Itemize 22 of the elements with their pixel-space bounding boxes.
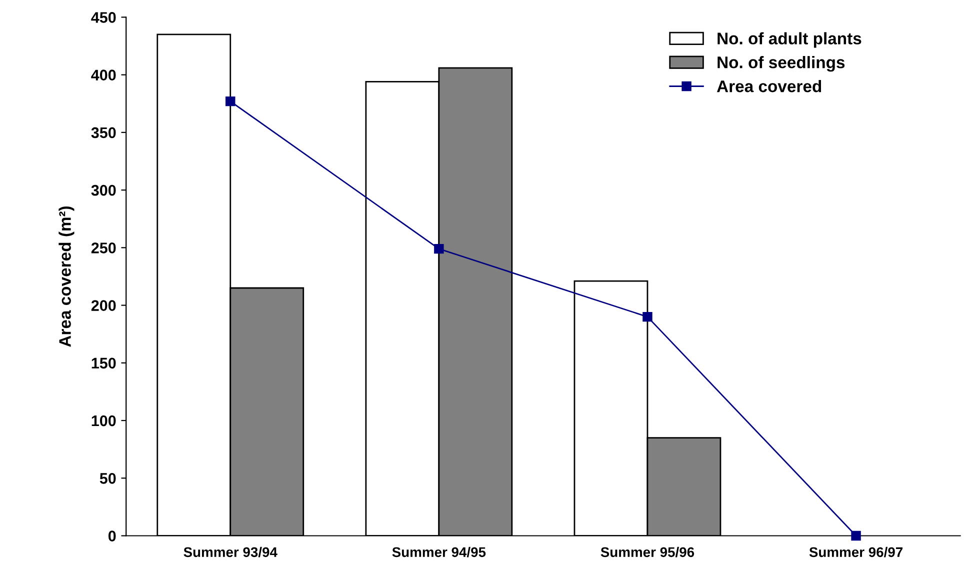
legend-label: No. of seedlings [718,56,845,72]
y-tick-label: 300 [91,184,116,196]
y-axis-title: Area covered (m²) [58,206,74,347]
legend-label: No. of adult plants [718,32,862,48]
legend-label: Area covered [716,80,822,92]
y-tick-label: 350 [91,127,116,138]
point [642,312,652,322]
x-tick-label: Summer 94/95 [392,546,486,558]
y-tick-label: 200 [91,300,116,311]
y-tick-label: 50 [100,473,116,484]
y-tick-label: 150 [92,358,116,369]
y-tick-label: 250 [91,242,116,254]
y-tick-label: 450 [91,12,116,23]
y-tick-label: 0 [108,530,116,542]
x-tick-label: Summer 93/94 [184,546,278,558]
point [434,244,444,254]
point [226,96,236,106]
y-tick-label: 400 [91,70,116,80]
x-tick-label: Summer 95/96 [600,546,694,558]
y-tick-label: 100 [92,415,116,426]
point [851,530,861,541]
x-tick-label: Summer 96/97 [809,546,903,558]
